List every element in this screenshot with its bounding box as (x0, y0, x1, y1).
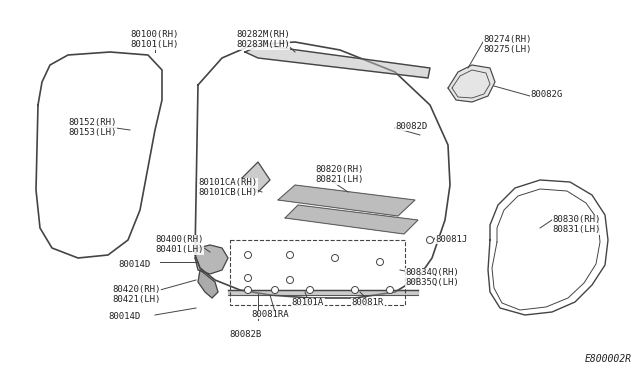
Circle shape (332, 254, 339, 262)
Circle shape (244, 286, 252, 294)
Text: 80082B: 80082B (229, 330, 261, 339)
Polygon shape (285, 205, 418, 234)
Text: 80014D: 80014D (118, 260, 150, 269)
Circle shape (244, 275, 252, 282)
Circle shape (426, 237, 433, 244)
Polygon shape (278, 185, 415, 216)
Text: 80081J: 80081J (435, 235, 467, 244)
Polygon shape (242, 162, 270, 192)
Bar (230, 240, 405, 305)
Circle shape (271, 286, 278, 294)
Text: 80152(RH)
80153(LH): 80152(RH) 80153(LH) (68, 118, 116, 137)
Circle shape (387, 286, 394, 294)
Circle shape (287, 251, 294, 259)
Polygon shape (198, 270, 218, 298)
Text: 80282M(RH)
80283M(LH): 80282M(RH) 80283M(LH) (236, 30, 290, 49)
Text: 80081R: 80081R (352, 298, 384, 307)
Text: 80101CA(RH)
80101CB(LH): 80101CA(RH) 80101CB(LH) (198, 178, 257, 198)
Text: 80820(RH)
80821(LH): 80820(RH) 80821(LH) (315, 165, 364, 185)
Text: E800002R: E800002R (585, 354, 632, 364)
Text: 80100(RH)
80101(LH): 80100(RH) 80101(LH) (131, 30, 179, 49)
Polygon shape (448, 65, 495, 102)
Text: 80101A: 80101A (292, 298, 324, 307)
Polygon shape (195, 245, 228, 274)
Circle shape (244, 251, 252, 259)
Text: 80420(RH)
80421(LH): 80420(RH) 80421(LH) (112, 285, 161, 304)
Text: 80081RA: 80081RA (251, 310, 289, 319)
Text: 80082G: 80082G (530, 90, 563, 99)
Circle shape (351, 286, 358, 294)
Text: 80014D: 80014D (108, 312, 140, 321)
Text: 80400(RH)
80401(LH): 80400(RH) 80401(LH) (155, 235, 204, 254)
Text: 80834Q(RH)
80B35Q(LH): 80834Q(RH) 80B35Q(LH) (405, 268, 459, 288)
Text: 80082D: 80082D (395, 122, 428, 131)
Text: 80830(RH)
80831(LH): 80830(RH) 80831(LH) (552, 215, 600, 234)
Polygon shape (245, 45, 430, 78)
Text: 80274(RH)
80275(LH): 80274(RH) 80275(LH) (483, 35, 531, 54)
Circle shape (287, 276, 294, 283)
Circle shape (307, 286, 314, 294)
Circle shape (376, 259, 383, 266)
